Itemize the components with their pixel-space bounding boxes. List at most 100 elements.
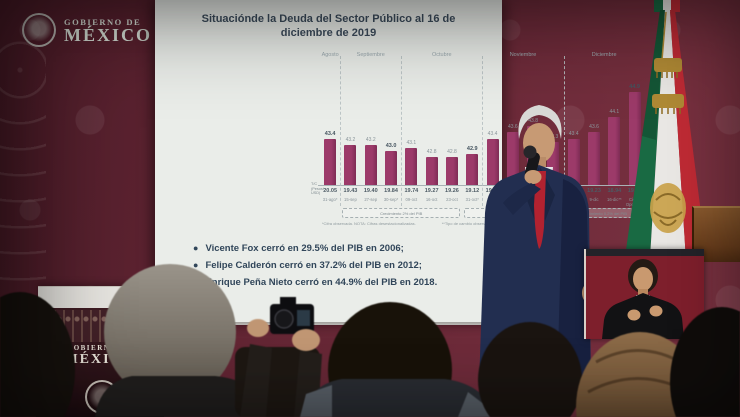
- tc-value: 19.12: [465, 188, 480, 194]
- podium-logo-line1: GOBIERNO DE: [66, 344, 134, 352]
- month-separator: [563, 56, 565, 206]
- footnote-left: *Cifra observada. NOTA: Cifras desestaci…: [322, 221, 416, 226]
- photographer-hand-left: [247, 319, 269, 337]
- flag-eagle-detail: [653, 193, 683, 226]
- month-label: Agosto: [321, 52, 339, 58]
- date-label: 31-oct*: [465, 197, 479, 202]
- interpreter-blazer: [602, 293, 684, 339]
- bar-value-label: 43.4: [487, 130, 498, 137]
- camera-screen: [297, 310, 310, 326]
- bar-value-label: 43.2: [365, 136, 376, 143]
- month-label: Diciembre: [591, 52, 617, 58]
- month-label: Octubre: [432, 52, 452, 58]
- chart-bar: [324, 138, 337, 185]
- camera-viewfinder: [280, 297, 296, 306]
- presenter-suit-shade: [557, 179, 591, 385]
- chart-bar: [567, 138, 580, 185]
- flag-red-band: [670, 10, 706, 260]
- slide-title-line1: Situaciónde la Deuda del Sector Público …: [201, 13, 456, 25]
- chart-bar: [486, 138, 499, 185]
- projection-screen: Situaciónde la Deuda del Sector Público …: [155, 0, 650, 322]
- tc-value: 19.84: [384, 188, 398, 194]
- chart-bar: [425, 157, 438, 185]
- eagle-seal-icon: [22, 13, 56, 47]
- date-label: 27-sep: [364, 197, 378, 202]
- audience-head-gray-hair: [104, 264, 236, 400]
- flag-tassels: [652, 11, 684, 114]
- month-separator: [340, 56, 342, 206]
- bar-value-label: 43.4: [324, 130, 336, 137]
- backdrop-logo-line2: MÉXICO: [64, 25, 152, 45]
- chart-bar: [385, 150, 398, 185]
- bullet-item: ● Vicente Fox cerró en 29.5% del PIB en …: [193, 240, 493, 257]
- audience-head-center-low: [478, 322, 582, 417]
- audience: [0, 264, 740, 417]
- audience-shoulders-gray-man: [95, 376, 260, 417]
- tc-axis-label: T/C (Pesos/ USD): [311, 182, 324, 195]
- audience-shirt-right: [458, 392, 494, 417]
- bar-value-label: 44.1: [609, 108, 620, 115]
- bullet-text: Felipe Calderón cerró en 37.2% del PIB e…: [205, 260, 422, 271]
- chart-bar: [608, 116, 621, 185]
- chart-baseline: [318, 185, 650, 186]
- backdrop-logo-line1: GOBIERNO DE: [64, 17, 142, 27]
- date-label: 23-oct: [446, 197, 458, 202]
- tc-value: 19.40: [363, 188, 378, 194]
- tc-value: 19.26: [445, 188, 459, 194]
- month-separator: [482, 56, 484, 206]
- interpreter-hand-left: [627, 309, 641, 321]
- bullet-dot-icon: ●: [193, 243, 199, 253]
- bar-value-label: 44.9: [629, 84, 640, 90]
- press-camera: [240, 297, 322, 417]
- month-label: Noviembre: [509, 52, 537, 58]
- bar-value-label: 43.4: [568, 130, 579, 137]
- presenter-hand: [524, 170, 542, 184]
- date-label: 15-sep: [344, 197, 357, 202]
- audience-head-far-left: [0, 292, 75, 417]
- flag-shading: [642, 10, 665, 140]
- bar-value-label: 42.9: [466, 146, 478, 152]
- chart-bar: [445, 157, 458, 185]
- tc-value: 20.05: [323, 188, 338, 194]
- chart: T/C (Pesos/ USD) *Cifra observada. NOTA:…: [311, 52, 652, 232]
- chart-bar: [344, 144, 357, 185]
- flag-eagle-emblem: [650, 183, 686, 233]
- date-label: 16-oct: [425, 197, 438, 202]
- chart-bar: [588, 132, 601, 185]
- presenter-neck: [532, 157, 546, 168]
- bar-value-label: 43.6: [507, 124, 518, 131]
- audience-head-curly: [670, 307, 740, 417]
- photographer-hand-right: [292, 329, 320, 351]
- flag-top-ribbon: [654, 0, 680, 12]
- interpreter-figure: [602, 259, 684, 339]
- mexican-flag: [626, 0, 706, 260]
- bullet-text: Enrique Peña Nieto cerró en 44.9% del PI…: [205, 277, 438, 288]
- flag-green-band: [626, 10, 665, 258]
- presenter-forearm: [503, 183, 541, 215]
- bar-value-label: 43.0: [385, 142, 397, 149]
- bar-value-label: 43.1: [406, 139, 417, 146]
- slide-title: Situaciónde la Deuda del Sector Público …: [185, 12, 472, 40]
- growth-bracket: Crecimiento 2% del PIB: [342, 208, 461, 218]
- bullet-text: Vicente Fox cerró en 29.5% del PIB en 20…: [205, 243, 404, 254]
- slide-title-line2: diciembre de 2019: [280, 27, 377, 39]
- chart-bar: [364, 144, 377, 185]
- date-label: 09-oct: [405, 197, 418, 202]
- date-label: 30-sep*: [383, 197, 399, 202]
- chart-bar: [506, 132, 519, 185]
- bar-value-label: 42.8: [447, 149, 457, 156]
- interpreter-box-top-bar: [586, 249, 704, 256]
- interpreter-hand-right: [649, 305, 663, 317]
- tc-value: 19.74: [404, 188, 419, 194]
- wall-decorative-strip: [0, 40, 46, 290]
- tc-value: 19.43: [343, 188, 358, 194]
- date-label: 9-dic: [589, 197, 599, 202]
- date-label: 16-dic**: [607, 197, 622, 202]
- backdrop-government-logo: GOBIERNO DE MÉXICO: [22, 6, 172, 54]
- bullet-dot-icon: ●: [193, 260, 199, 270]
- chart-bar: [405, 147, 418, 185]
- bullet-item: ● Felipe Calderón cerró en 37.2% del PIB…: [193, 257, 493, 274]
- audience-vest: [300, 379, 494, 417]
- tc-value: 18.94: [607, 188, 622, 194]
